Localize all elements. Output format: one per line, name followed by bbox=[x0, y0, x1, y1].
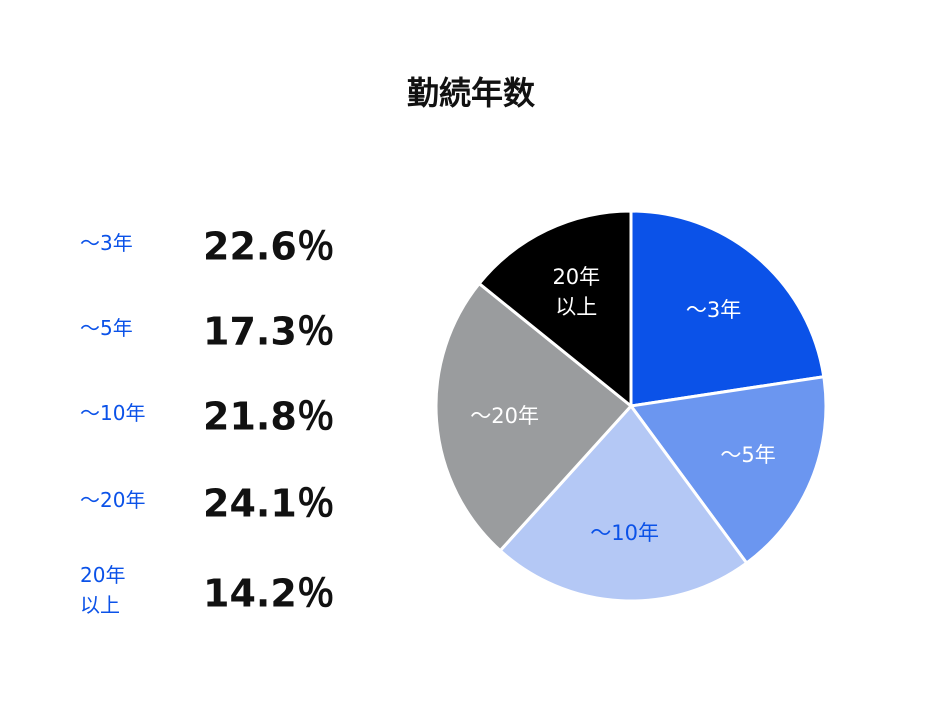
legend-label: ～3年 bbox=[80, 231, 133, 255]
legend-value: 21.8％ bbox=[203, 394, 335, 439]
pie-slice bbox=[629, 375, 828, 565]
legend-label: ～5年 bbox=[80, 316, 133, 340]
slice-label: ～10年 bbox=[590, 520, 659, 545]
slice-label: ～20年 bbox=[470, 403, 540, 428]
legend-value: 14.2％ bbox=[203, 571, 335, 616]
chart-title: 勤続年数 bbox=[406, 74, 535, 112]
pie-slice bbox=[434, 282, 633, 553]
pie-slice bbox=[629, 209, 826, 408]
slice-label: ～5年 bbox=[720, 442, 776, 467]
slice-label: ～3年 bbox=[685, 297, 742, 322]
legend-value: 17.3％ bbox=[203, 309, 335, 354]
pie-slice bbox=[477, 209, 633, 408]
legend-label: ～20年 bbox=[80, 488, 146, 512]
legend-label: 20年 以上 bbox=[80, 563, 126, 617]
pie-slice bbox=[498, 404, 749, 603]
legend-value: 24.1％ bbox=[203, 481, 335, 526]
slice-label: 20年 以上 bbox=[552, 264, 601, 319]
legend-value: 22.6％ bbox=[203, 224, 335, 269]
legend-label: ～10年 bbox=[80, 401, 146, 425]
